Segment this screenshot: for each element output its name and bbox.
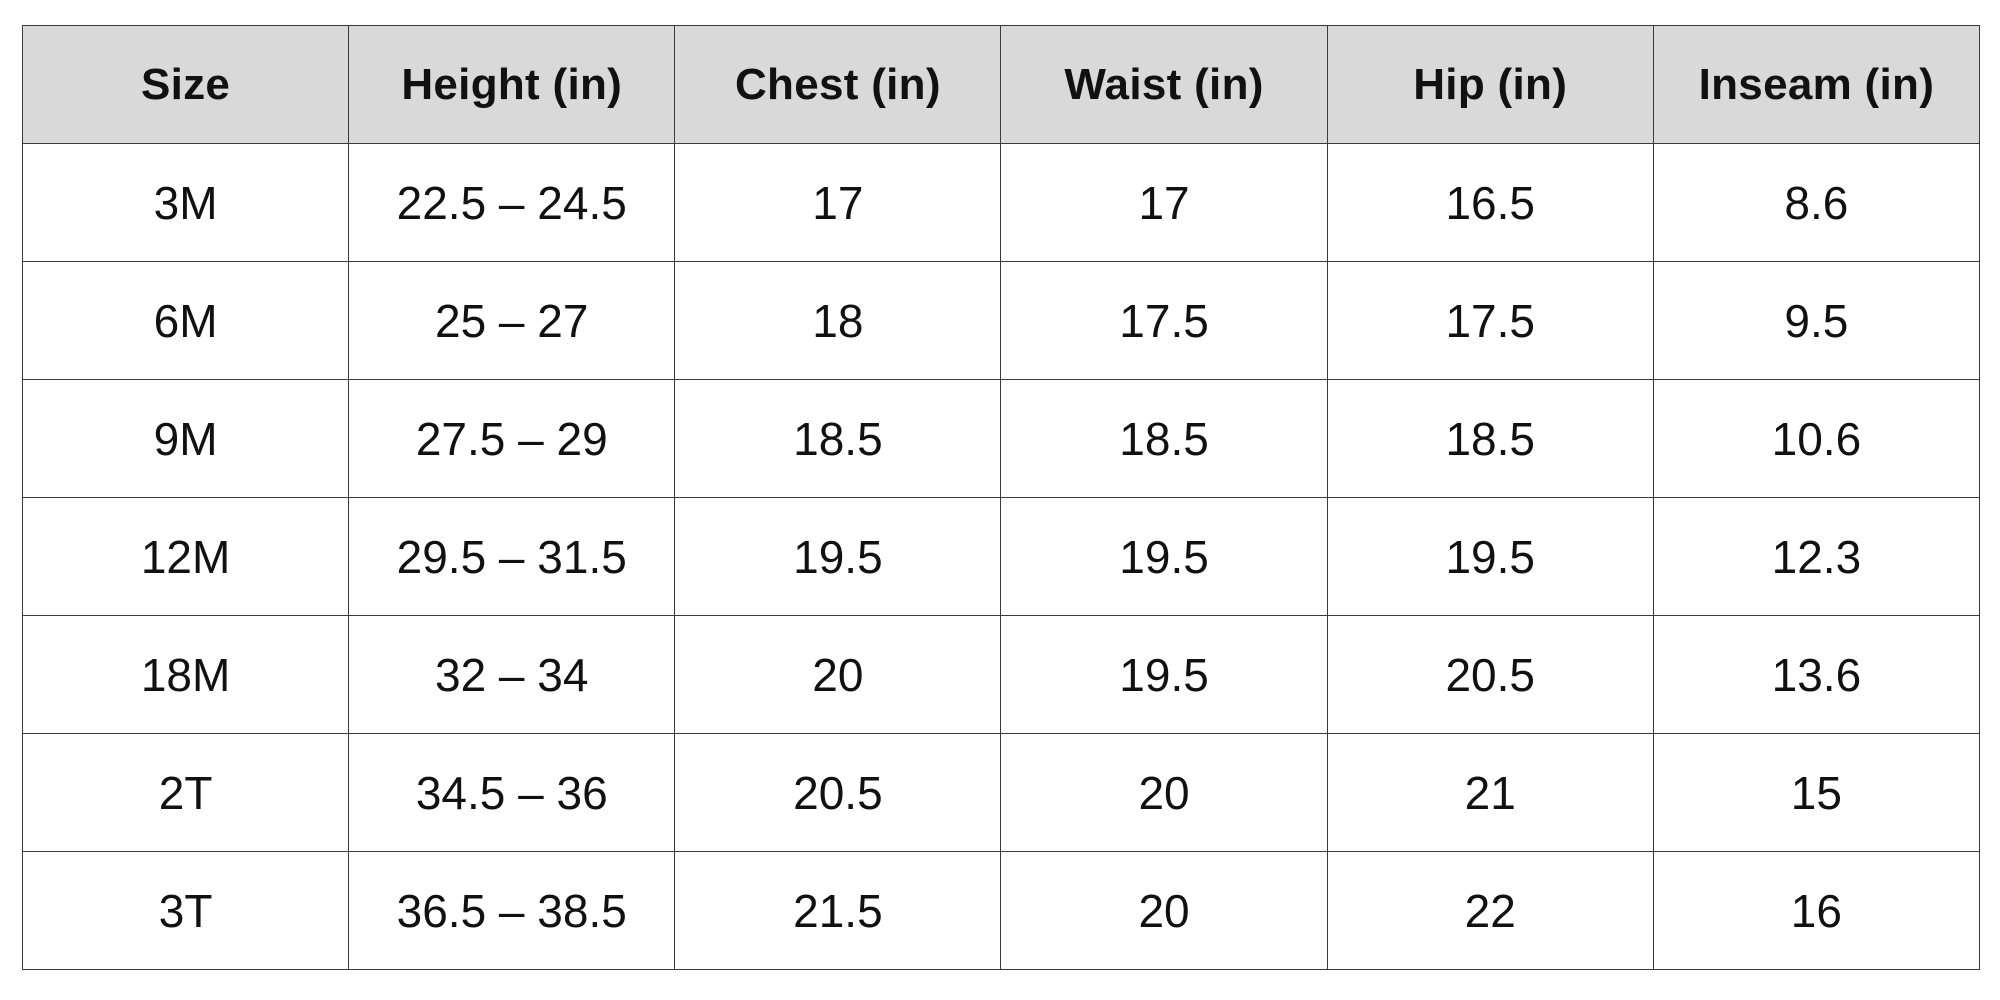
cell-waist: 18.5 (1000, 379, 1328, 498)
cell-chest: 17 (674, 143, 1002, 262)
header-inseam: Inseam (in) (1652, 25, 1981, 144)
table-row: 6M 25 – 27 18 17.5 17.5 9.5 (21, 261, 1981, 380)
cell-hip: 20.5 (1326, 615, 1654, 734)
cell-chest: 20 (674, 615, 1002, 734)
cell-height: 34.5 – 36 (348, 733, 676, 852)
cell-hip: 19.5 (1326, 497, 1654, 616)
cell-hip: 17.5 (1326, 261, 1654, 380)
cell-waist: 17 (1000, 143, 1328, 262)
table-row: 2T 34.5 – 36 20.5 20 21 15 (21, 733, 1981, 852)
cell-inseam: 10.6 (1652, 379, 1981, 498)
cell-height: 36.5 – 38.5 (348, 851, 676, 970)
cell-hip: 16.5 (1326, 143, 1654, 262)
cell-waist: 19.5 (1000, 615, 1328, 734)
cell-hip: 21 (1326, 733, 1654, 852)
cell-waist: 19.5 (1000, 497, 1328, 616)
cell-chest: 20.5 (674, 733, 1002, 852)
header-height: Height (in) (348, 25, 676, 144)
header-row: Size Height (in) Chest (in) Waist (in) H… (21, 25, 1981, 144)
table-row: 12M 29.5 – 31.5 19.5 19.5 19.5 12.3 (21, 497, 1981, 616)
cell-hip: 18.5 (1326, 379, 1654, 498)
cell-inseam: 13.6 (1652, 615, 1981, 734)
table-body: 3M 22.5 – 24.5 17 17 16.5 8.6 6M 25 – 27… (21, 143, 1981, 970)
cell-size: 6M (21, 261, 350, 380)
table-header: Size Height (in) Chest (in) Waist (in) H… (21, 25, 1981, 144)
cell-size: 2T (21, 733, 350, 852)
cell-inseam: 8.6 (1652, 143, 1981, 262)
cell-size: 12M (21, 497, 350, 616)
cell-height: 32 – 34 (348, 615, 676, 734)
cell-chest: 18 (674, 261, 1002, 380)
cell-size: 3M (21, 143, 350, 262)
cell-height: 27.5 – 29 (348, 379, 676, 498)
cell-height: 25 – 27 (348, 261, 676, 380)
cell-inseam: 12.3 (1652, 497, 1981, 616)
cell-size: 18M (21, 615, 350, 734)
header-chest: Chest (in) (674, 25, 1002, 144)
cell-size: 9M (21, 379, 350, 498)
table-row: 18M 32 – 34 20 19.5 20.5 13.6 (21, 615, 1981, 734)
table-row: 3M 22.5 – 24.5 17 17 16.5 8.6 (21, 143, 1981, 262)
cell-waist: 20 (1000, 733, 1328, 852)
header-hip: Hip (in) (1326, 25, 1654, 144)
cell-chest: 21.5 (674, 851, 1002, 970)
cell-height: 29.5 – 31.5 (348, 497, 676, 616)
size-chart-table: Size Height (in) Chest (in) Waist (in) H… (21, 25, 1981, 970)
table-row: 9M 27.5 – 29 18.5 18.5 18.5 10.6 (21, 379, 1981, 498)
cell-size: 3T (21, 851, 350, 970)
table-row: 3T 36.5 – 38.5 21.5 20 22 16 (21, 851, 1981, 970)
cell-inseam: 16 (1652, 851, 1981, 970)
cell-inseam: 15 (1652, 733, 1981, 852)
cell-waist: 20 (1000, 851, 1328, 970)
cell-chest: 18.5 (674, 379, 1002, 498)
cell-height: 22.5 – 24.5 (348, 143, 676, 262)
cell-inseam: 9.5 (1652, 261, 1981, 380)
cell-chest: 19.5 (674, 497, 1002, 616)
header-waist: Waist (in) (1000, 25, 1328, 144)
header-size: Size (21, 25, 350, 144)
cell-waist: 17.5 (1000, 261, 1328, 380)
cell-hip: 22 (1326, 851, 1654, 970)
